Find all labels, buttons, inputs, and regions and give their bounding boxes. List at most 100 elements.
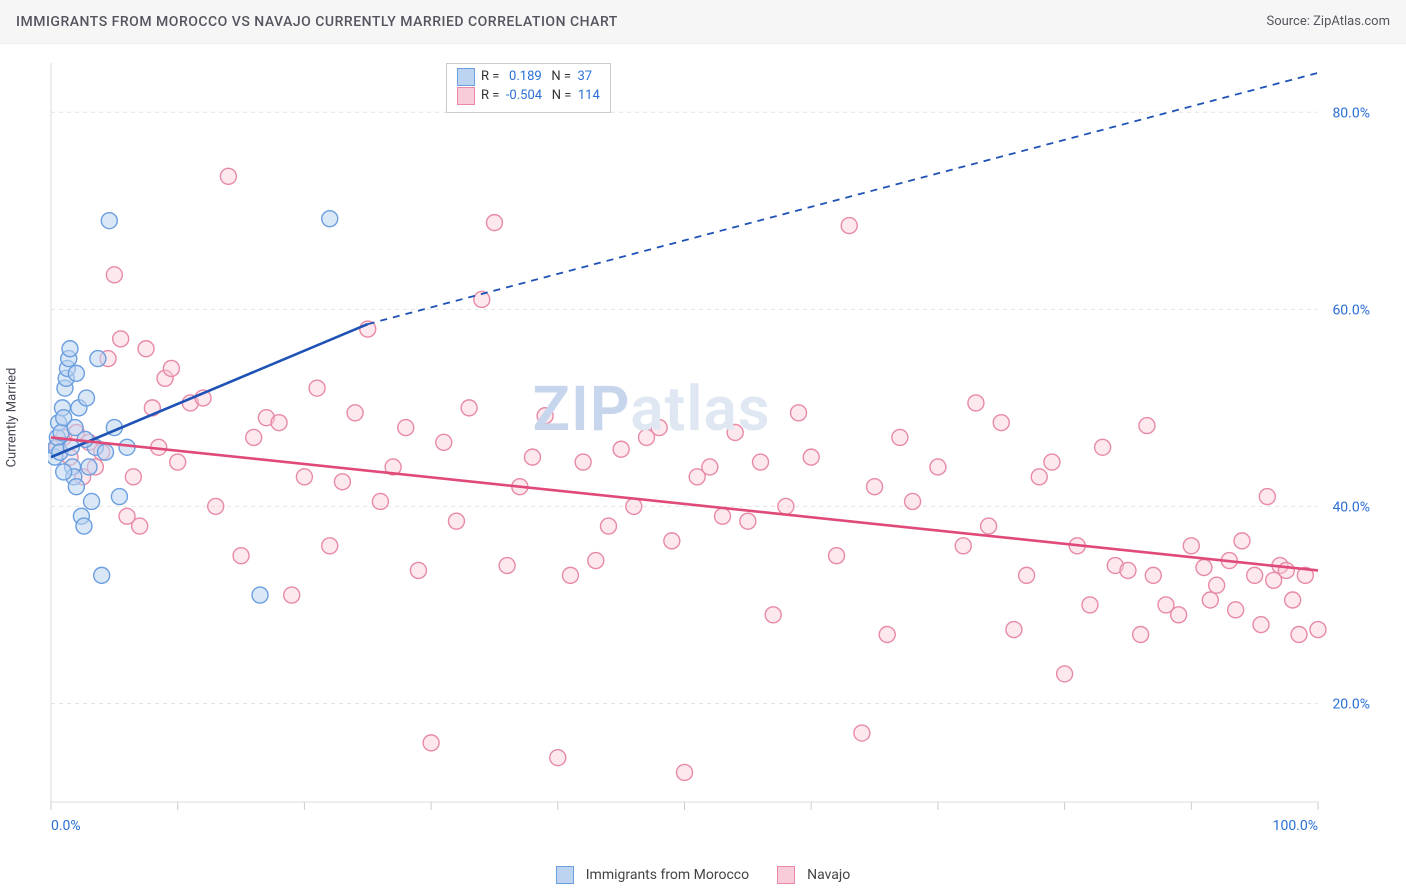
scatter-point — [981, 518, 997, 534]
scatter-point — [892, 429, 908, 445]
scatter-point — [499, 558, 515, 574]
scatter-point — [562, 567, 578, 583]
legend-swatch — [777, 866, 795, 884]
scatter-point — [613, 441, 629, 457]
scatter-chart: 20.0%40.0%60.0%80.0%0.0%100.0% ZIPatlas … — [48, 60, 1378, 840]
scatter-point — [76, 518, 92, 534]
scatter-point — [284, 587, 300, 603]
scatter-point — [550, 750, 566, 766]
scatter-point — [233, 548, 249, 564]
scatter-point — [753, 454, 769, 470]
scatter-point — [78, 390, 94, 406]
scatter-point — [968, 395, 984, 411]
scatter-point — [84, 493, 100, 509]
scatter-point — [867, 479, 883, 495]
x-min-label: 0.0% — [51, 818, 81, 834]
scatter-point — [537, 408, 553, 424]
legend-swatch — [556, 866, 574, 884]
scatter-point — [588, 553, 604, 569]
stats-row: R = 0.189 N = 37 — [457, 68, 600, 87]
scatter-point — [423, 735, 439, 751]
scatter-point — [803, 449, 819, 465]
series-swatch — [457, 87, 475, 105]
scatter-point — [841, 218, 857, 234]
scatter-point — [524, 449, 540, 465]
scatter-point — [322, 538, 338, 554]
scatter-point — [829, 548, 845, 564]
bottom-legend: Immigrants from Morocco Navajo — [0, 866, 1406, 884]
legend-item: Navajo — [777, 866, 850, 884]
scatter-point — [854, 725, 870, 741]
scatter-point — [436, 434, 452, 450]
scatter-point — [715, 508, 731, 524]
scatter-point — [68, 365, 84, 381]
scatter-point — [600, 518, 616, 534]
source-name: ZipAtlas.com — [1313, 14, 1390, 29]
scatter-point — [68, 479, 84, 495]
legend-item: Immigrants from Morocco — [556, 866, 749, 884]
scatter-point — [448, 513, 464, 529]
stats-legend-box: R = 0.189 N = 37R = -0.504 N = 114 — [446, 63, 611, 113]
scatter-point — [1253, 617, 1269, 633]
scatter-point — [486, 215, 502, 231]
scatter-point — [138, 341, 154, 357]
scatter-point — [575, 454, 591, 470]
scatter-point — [1082, 597, 1098, 613]
scatter-point — [1044, 454, 1060, 470]
scatter-point — [993, 415, 1009, 431]
scatter-point — [271, 415, 287, 431]
scatter-point — [334, 474, 350, 490]
scatter-point — [94, 567, 110, 583]
scatter-point — [1202, 592, 1218, 608]
scatter-point — [1006, 622, 1022, 638]
scatter-point — [1196, 559, 1212, 575]
stats-values: R = -0.504 N = 114 — [481, 87, 600, 106]
scatter-point — [113, 331, 129, 347]
y-tick-label: 40.0% — [1332, 499, 1370, 515]
scatter-point — [1139, 418, 1155, 434]
scatter-point — [1291, 626, 1307, 642]
scatter-point — [97, 444, 113, 460]
scatter-point — [398, 420, 414, 436]
scatter-point — [1031, 469, 1047, 485]
x-max-label: 100.0% — [1273, 818, 1318, 834]
scatter-point — [1310, 622, 1326, 638]
scatter-point — [309, 380, 325, 396]
stats-values: R = 0.189 N = 37 — [481, 68, 592, 87]
chart-svg: 20.0% 40.0% 60.0% 80.0% 0.0% 100.0% — [48, 60, 1378, 840]
scatter-point — [1019, 567, 1035, 583]
y-tick-label: 80.0% — [1332, 105, 1370, 121]
scatter-point — [246, 429, 262, 445]
scatter-point — [461, 400, 477, 416]
scatter-point — [727, 425, 743, 441]
scatter-point — [1145, 567, 1161, 583]
y-tick-label: 20.0% — [1332, 696, 1370, 712]
scatter-point — [170, 454, 186, 470]
y-tick-label: 60.0% — [1332, 302, 1370, 318]
scatter-point — [1228, 602, 1244, 618]
scatter-point — [410, 562, 426, 578]
stats-row: R = -0.504 N = 114 — [457, 87, 600, 106]
chart-source: Source: ZipAtlas.com — [1266, 14, 1390, 29]
scatter-point — [1133, 626, 1149, 642]
chart-header: IMMIGRANTS FROM MOROCCO VS NAVAJO CURREN… — [0, 0, 1406, 44]
chart-title: IMMIGRANTS FROM MOROCCO VS NAVAJO CURREN… — [16, 14, 618, 30]
scatter-point — [765, 607, 781, 623]
scatter-point — [626, 498, 642, 514]
scatter-point — [677, 764, 693, 780]
scatter-point — [1120, 562, 1136, 578]
legend-label: Navajo — [807, 867, 850, 883]
scatter-point — [296, 469, 312, 485]
scatter-point — [1285, 592, 1301, 608]
scatter-point — [930, 459, 946, 475]
scatter-point — [163, 360, 179, 376]
scatter-point — [252, 587, 268, 603]
scatter-point — [1171, 607, 1187, 623]
scatter-point — [1183, 538, 1199, 554]
scatter-point — [1259, 489, 1275, 505]
scatter-point — [1247, 567, 1263, 583]
scatter-point — [778, 498, 794, 514]
scatter-point — [1234, 533, 1250, 549]
scatter-point — [56, 464, 72, 480]
scatter-point — [111, 489, 127, 505]
